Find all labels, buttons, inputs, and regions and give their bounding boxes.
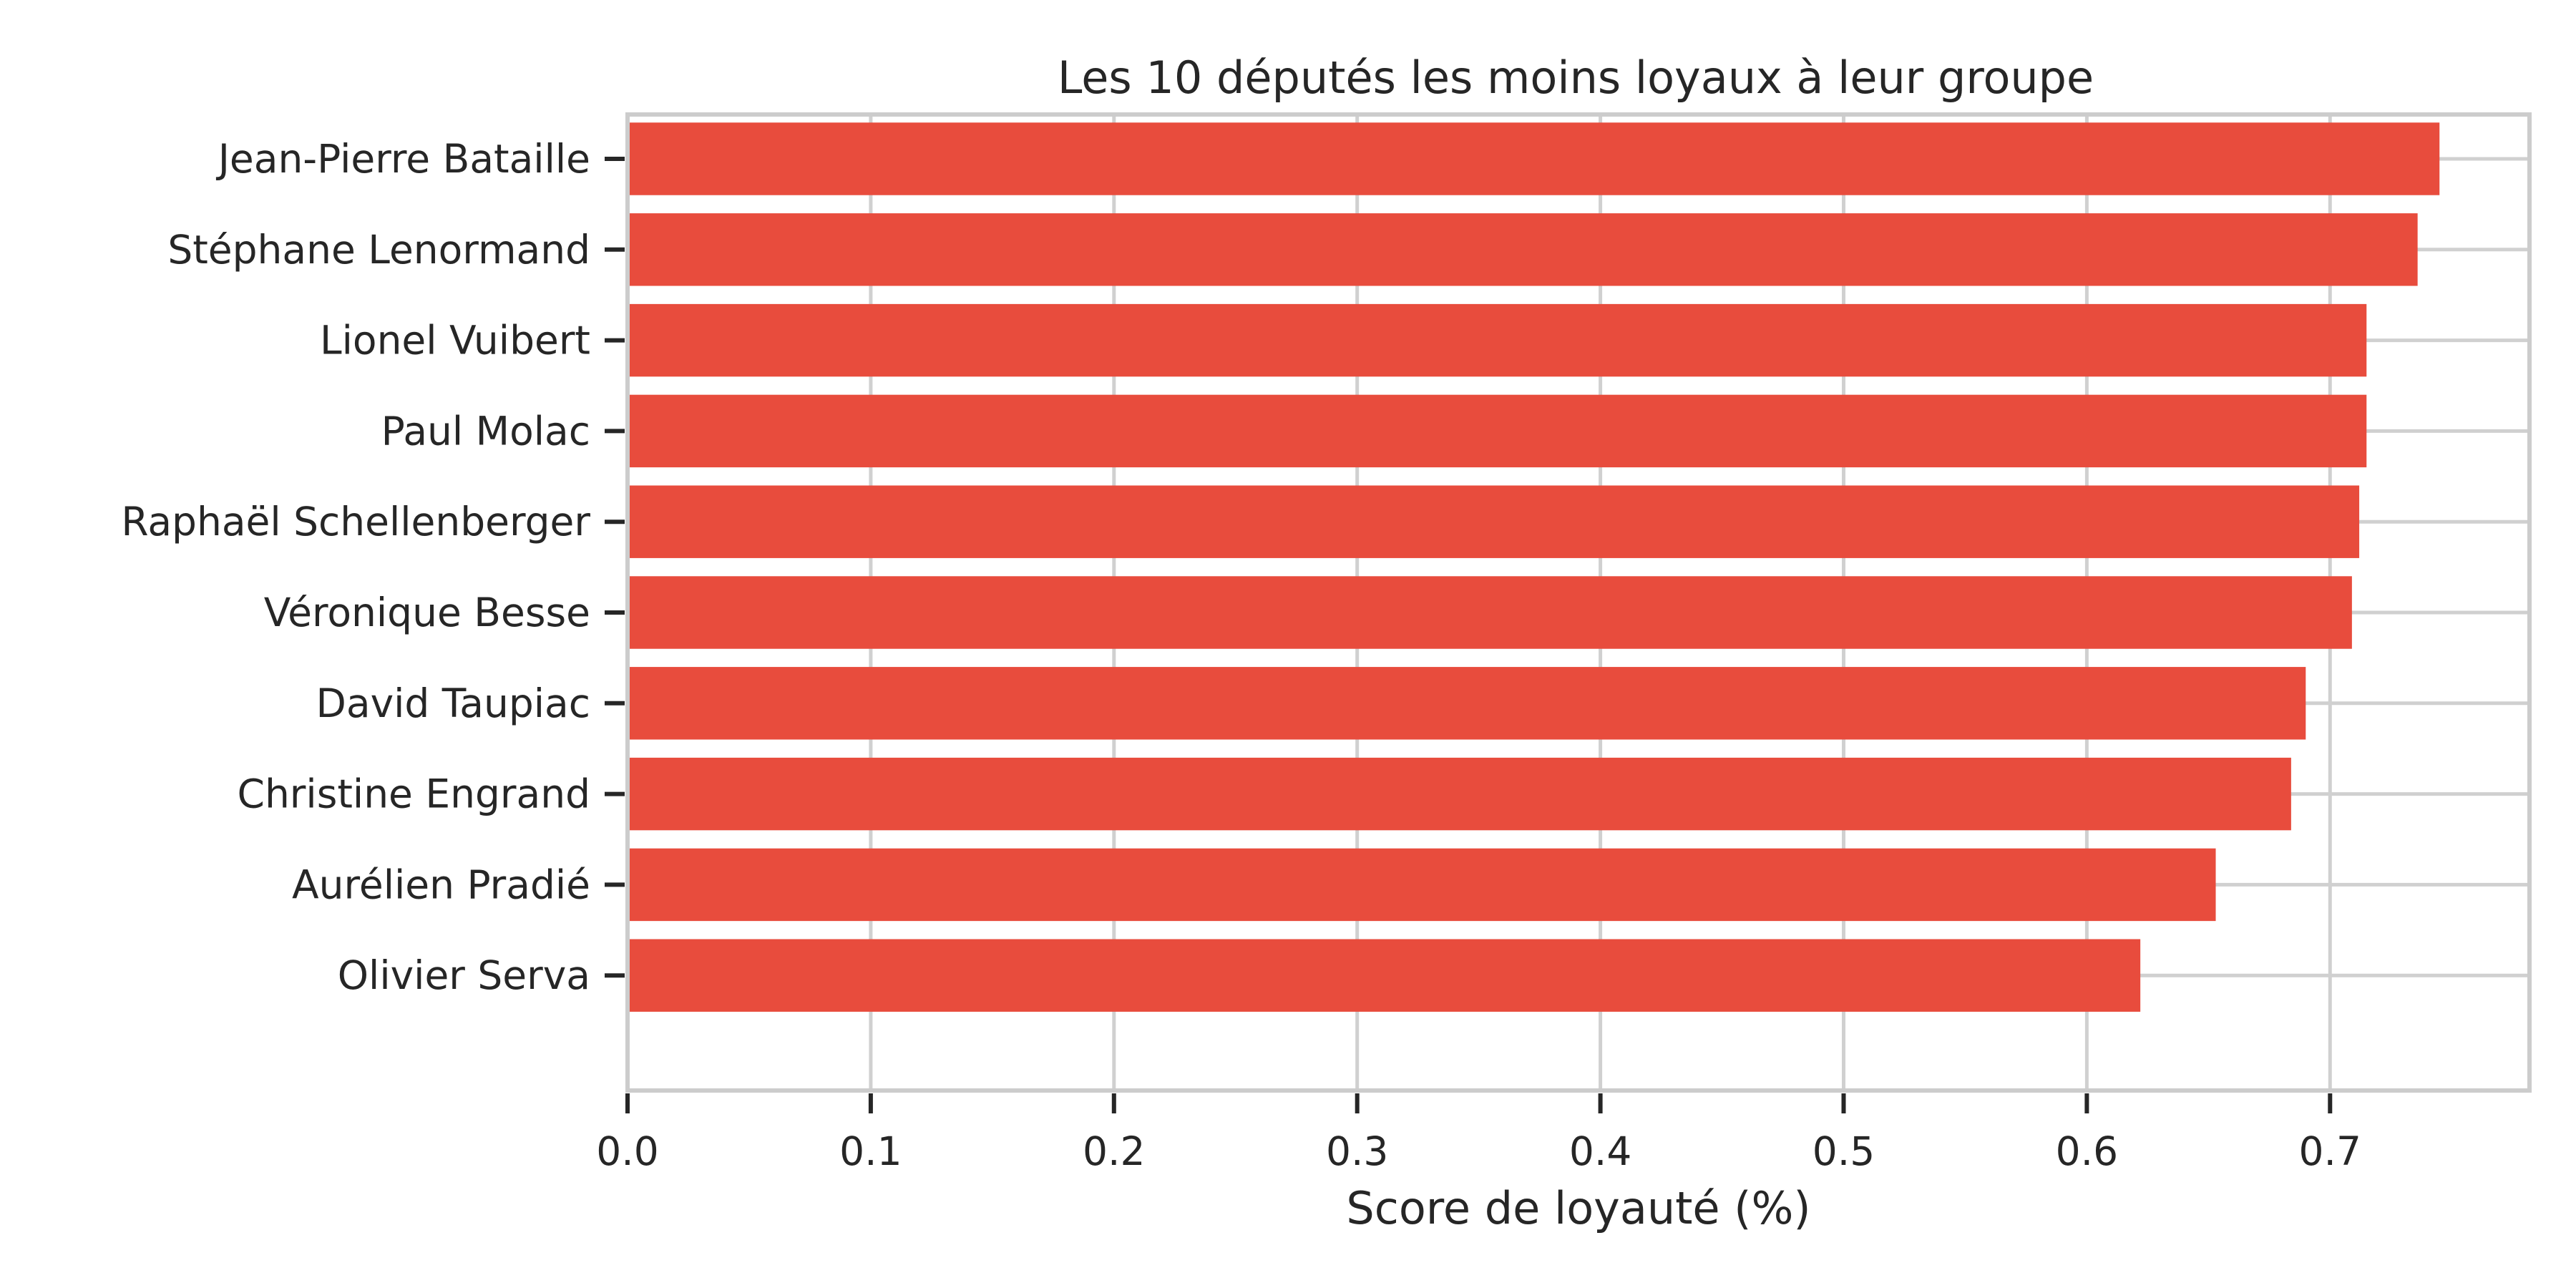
- y-tick-label: David Taupiac: [316, 680, 590, 726]
- y-tick-label: Paul Molac: [381, 408, 590, 454]
- bar: [628, 576, 2352, 649]
- y-tick-label: Aurélien Pradié: [292, 862, 590, 907]
- y-axis-ticks: Jean-Pierre Bataille Stéphane Lenormand Li…: [121, 136, 625, 998]
- x-tick-label: 0.1: [839, 1128, 902, 1174]
- plot-frame: [625, 112, 2532, 1093]
- y-tick-label: Stéphane Lenormand: [167, 227, 590, 273]
- bar: [628, 394, 2367, 468]
- y-tick-label: Olivier Serva: [338, 952, 590, 998]
- bar: [628, 122, 2440, 195]
- y-tick-label: Jean-Pierre Bataille: [216, 136, 590, 182]
- bar: [628, 485, 2360, 558]
- bar: [628, 213, 2418, 286]
- chart-title: Les 10 députés les moins loyaux à leur g…: [1058, 52, 2094, 104]
- y-tick-label: Véronique Besse: [264, 590, 590, 635]
- x-tick-label: 0.3: [1326, 1128, 1388, 1174]
- y-tick-label: Christine Engrand: [238, 771, 590, 817]
- x-tick-label: 0.7: [2299, 1128, 2361, 1174]
- bar: [628, 939, 2141, 1012]
- x-tick-label: 0.5: [1813, 1128, 1875, 1174]
- y-tick-label: Raphaël Schellenberger: [121, 499, 590, 545]
- y-tick-label: Lionel Vuibert: [320, 318, 590, 364]
- x-tick-label: 0.4: [1569, 1128, 1631, 1174]
- bar: [628, 667, 2306, 740]
- x-axis-label: Score de loyauté (%): [1346, 1182, 1810, 1234]
- x-axis-ticks: 0.0 0.1 0.2 0.3 0.4 0.5 0.6 0.7: [596, 1093, 2361, 1174]
- bar: [628, 757, 2291, 831]
- x-tick-label: 0.0: [596, 1128, 658, 1174]
- x-tick-label: 0.6: [2056, 1128, 2118, 1174]
- bars: [628, 122, 2440, 1012]
- x-tick-label: 0.2: [1083, 1128, 1145, 1174]
- bar: [628, 848, 2216, 922]
- bar: [628, 303, 2367, 377]
